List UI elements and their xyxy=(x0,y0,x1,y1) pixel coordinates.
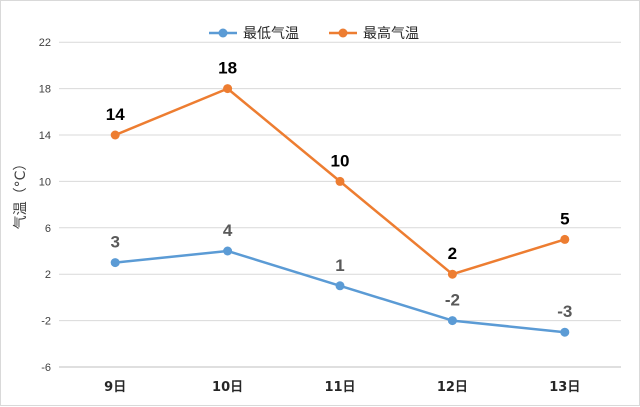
y-axis-ticks: 22 18 14 10 6 2 -2 -6 xyxy=(39,37,51,374)
series-group xyxy=(110,84,570,337)
data-point xyxy=(447,316,457,326)
data-point xyxy=(110,258,120,268)
y-tick-label: -6 xyxy=(41,362,51,374)
data-label: -2 xyxy=(445,291,460,310)
y-tick-label: 2 xyxy=(45,269,51,281)
data-label: 4 xyxy=(223,221,233,240)
y-tick-label: 18 xyxy=(39,84,51,96)
data-label: 1 xyxy=(335,256,344,275)
y-tick-label: 22 xyxy=(39,37,51,49)
x-axis-ticks: 9日 10日 11日 12日 13日 xyxy=(104,380,580,395)
data-label: 18 xyxy=(218,59,237,78)
y-axis-label: 气温（°C） xyxy=(13,157,29,230)
data-point xyxy=(335,176,345,186)
data-label: 5 xyxy=(560,209,569,228)
legend-entry: 最高气温 xyxy=(363,25,419,42)
data-point xyxy=(335,281,345,291)
data-point xyxy=(560,327,570,337)
data-labels: 3 4 1 -2 -3 14 18 10 2 5 xyxy=(106,59,573,322)
data-point xyxy=(110,130,120,140)
y-tick-label: 6 xyxy=(45,223,51,235)
legend-marker xyxy=(338,28,348,38)
x-tick-label: 13日 xyxy=(549,380,580,395)
data-label: -3 xyxy=(557,302,572,321)
x-tick-label: 9日 xyxy=(104,380,126,395)
x-tick-label: 11日 xyxy=(324,380,355,395)
legend-marker xyxy=(218,28,228,38)
y-tick-label: 10 xyxy=(39,176,51,188)
x-tick-label: 10日 xyxy=(212,380,243,395)
x-tick-label: 12日 xyxy=(437,380,468,395)
data-point xyxy=(223,246,233,256)
y-tick-label: 14 xyxy=(39,130,51,142)
data-label: 2 xyxy=(448,244,457,263)
legend-entry: 最低气温 xyxy=(243,26,299,42)
data-label: 3 xyxy=(110,233,119,252)
gridlines xyxy=(59,41,621,368)
data-point xyxy=(223,84,233,94)
data-label: 14 xyxy=(106,105,125,124)
y-tick-label: -2 xyxy=(41,316,51,328)
data-point xyxy=(447,269,457,279)
data-label: 10 xyxy=(331,151,350,170)
legend: 最低气温 最高气温 xyxy=(209,25,419,42)
data-point xyxy=(560,234,570,244)
